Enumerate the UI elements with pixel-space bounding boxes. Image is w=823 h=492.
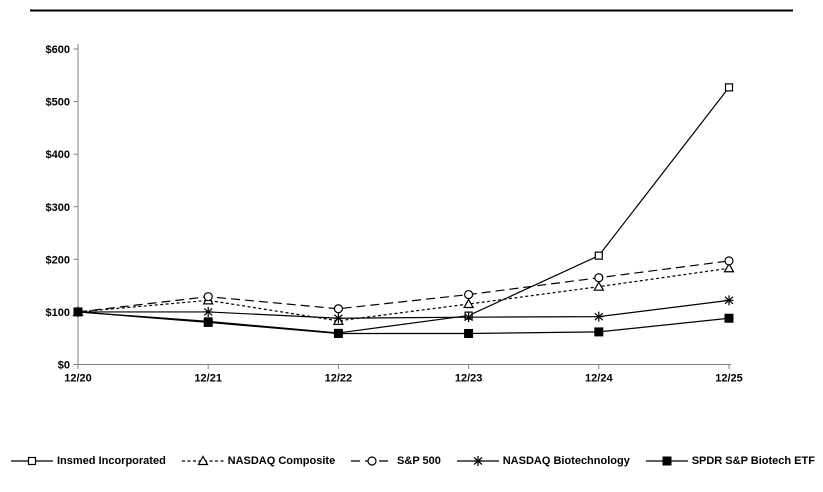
legend-label: S&P 500	[397, 455, 441, 467]
legend-item: Insmed Incorporated	[10, 454, 166, 468]
open-square-legend-marker	[27, 456, 37, 466]
open-square-marker	[594, 251, 603, 260]
open-circle-marker	[594, 273, 604, 283]
open-triangle-marker	[463, 298, 475, 309]
open-triangle-legend-swatch	[181, 455, 224, 466]
chart-legend: Insmed Incorporated NASDAQ Composite S&P 5…	[10, 449, 815, 473]
filled-square-marker	[464, 328, 474, 338]
series-line	[77, 311, 730, 335]
asterisk-marker	[594, 311, 604, 322]
y-tick-label: $300	[46, 202, 70, 214]
x-tick-label: 12/22	[325, 373, 353, 385]
open-circle-marker	[203, 292, 213, 302]
filled-square-legend-swatch	[645, 456, 688, 466]
asterisk-legend-marker	[473, 456, 483, 466]
legend-label: NASDAQ Biotechnology	[502, 455, 630, 467]
series-line	[77, 87, 730, 334]
line-chart: $0 $100 $200 $300 $400 $500 $600 12/20 12/21 12/2…	[30, 9, 793, 385]
open-circle-legend-marker	[367, 456, 377, 466]
x-tick-label: 12/25	[715, 373, 743, 385]
open-circle-marker	[724, 256, 734, 266]
y-tick-label: $400	[46, 149, 70, 161]
legend-item: NASDAQ Composite	[181, 454, 336, 468]
legend-item: NASDAQ Biotechnology	[456, 454, 630, 468]
open-circle-marker	[464, 289, 474, 300]
y-tick-label: $100	[46, 307, 70, 319]
open-square-legend-swatch	[11, 456, 53, 466]
legend-label: NASDAQ Composite	[227, 455, 336, 467]
open-triangle-marker	[723, 262, 735, 273]
open-square-marker	[724, 83, 734, 92]
open-triangle-legend-marker	[197, 455, 209, 466]
open-circle-marker	[333, 304, 343, 314]
asterisk-marker	[724, 295, 734, 306]
x-tick-label: 12/24	[585, 373, 613, 385]
filled-square-marker	[724, 313, 734, 323]
y-tick-label: $0	[58, 360, 70, 372]
x-tick-label: 12/23	[455, 373, 483, 385]
x-tick-label: 12/21	[194, 373, 222, 385]
y-tick-label: $600	[46, 44, 70, 56]
asterisk-marker	[333, 313, 343, 324]
asterisk-legend-swatch	[456, 456, 499, 466]
asterisk-marker	[203, 306, 213, 317]
x-tick-label: 12/20	[64, 373, 92, 385]
filled-square-legend-marker	[662, 456, 672, 466]
filled-square-marker	[203, 317, 213, 327]
legend-label: Insmed Incorporated	[57, 455, 166, 467]
y-tick-label: $200	[46, 254, 70, 266]
filled-square-marker	[333, 328, 343, 338]
filled-square-marker	[594, 327, 604, 337]
series-line	[78, 299, 730, 319]
legend-label: SPDR S&P Biotech ETF	[691, 455, 815, 467]
series-line	[77, 267, 730, 322]
filled-square-marker	[73, 307, 83, 317]
series-line	[77, 260, 730, 313]
legend-item: SPDR S&P Biotech ETF	[645, 454, 815, 468]
y-tick-label: $500	[46, 97, 70, 109]
open-triangle-marker	[593, 280, 605, 291]
asterisk-marker	[464, 312, 474, 323]
legend-item: S&P 500	[350, 454, 441, 468]
open-circle-legend-swatch	[351, 456, 394, 466]
